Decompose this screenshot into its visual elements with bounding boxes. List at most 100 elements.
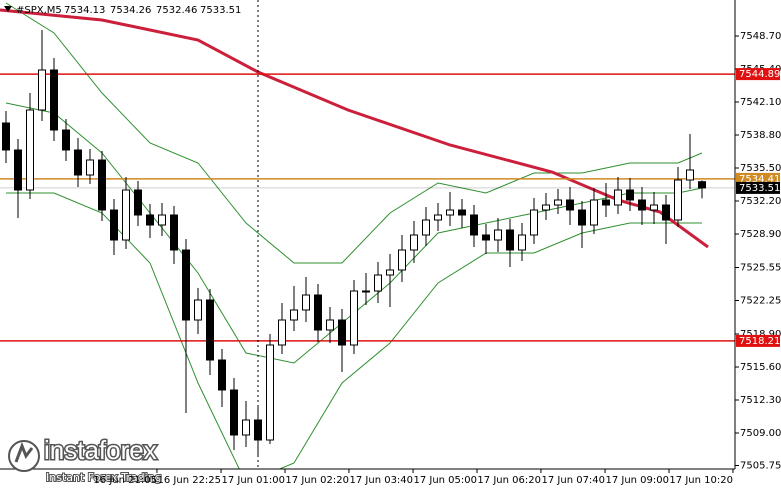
y-tick-label: 7538.80 [740,130,781,141]
candle-body [266,344,274,441]
level-tag [736,68,780,81]
candle-body [314,294,322,331]
candle-body [410,234,418,251]
candle-body [494,229,502,241]
candle-body [110,209,118,241]
candle-body [278,319,286,346]
candle-body [362,290,370,293]
ohlc-open: 7534.13 [64,5,105,16]
y-tick-label: 7528.90 [740,229,781,240]
y-tick-label: 7518.90 [740,329,781,340]
candle-body [230,389,238,436]
candle-body [458,209,466,216]
x-tick-label: 17 Jun 07:40 [542,475,606,486]
candle-body [86,159,94,176]
candle-body [122,189,130,241]
candle-body [182,249,190,321]
candle-body [14,149,22,191]
candle-body [350,290,358,346]
candle-body [578,209,586,226]
candle-body [698,181,706,189]
x-tick-label: 17 Jun 01:00 [221,475,285,486]
candle-body [530,209,538,236]
candle-body [242,419,250,436]
candle-body [542,204,550,211]
candle-body [38,69,46,111]
watermark: instaforex Instant Forex Trading [8,433,163,485]
candle-body [662,204,670,221]
candle-body [170,214,178,251]
candle-body [518,234,526,251]
candle-body [2,122,10,151]
candle-body [62,129,70,151]
plot-area [0,2,735,469]
y-tick-label: 7505.75 [740,461,781,472]
candle-body [326,319,334,331]
candle-body [26,109,34,191]
y-tick-label: 7515.60 [740,362,781,373]
ohlc-low: 7532.46 [156,5,197,16]
chart-title: #SPX,M5 [16,5,62,16]
candle-body [506,229,514,251]
candle-body [134,189,142,216]
level-label: 7533.51 [739,183,780,194]
tagline: Instant Forex Trading [46,471,162,484]
y-tick-label: 7509.00 [740,428,781,439]
y-tick-label: 7532.20 [740,196,781,207]
candle-body [98,159,106,211]
ohlc-high: 7534.26 [110,5,151,16]
candle-body [398,249,406,271]
candle-body [650,204,658,211]
candle-body [302,294,310,311]
candle-body [434,214,442,221]
logo-icon [8,440,40,472]
candle-body [290,309,298,321]
level-label: 7518.21 [739,336,780,347]
candle-body [218,359,226,391]
candle-body [338,319,346,346]
candle-body [386,269,394,276]
y-tick-label: 7522.25 [740,296,781,307]
candle-body [614,189,622,206]
candle-body [194,299,202,321]
x-tick-label: 17 Jun 06:20 [477,475,541,486]
y-tick-label: 7548.70 [740,31,781,42]
logo-mark [14,441,34,463]
level-label: 7534.41 [739,174,780,185]
candle-body [674,179,682,221]
candle-body [602,199,610,206]
x-tick-label: 17 Jun 09:00 [605,475,669,486]
x-tick-label: 16 Jun 22:25 [158,475,222,486]
y-tick-label: 7535.50 [740,163,781,174]
candle-body [422,219,430,236]
candle-body [482,234,490,241]
candle-body [566,199,574,211]
y-tick-label: 7525.55 [740,263,781,274]
candle-body [50,69,58,131]
level-label: 7544.89 [739,69,780,80]
candle-body [74,149,82,176]
y-tick-label: 7542.10 [740,97,781,108]
candle-body [446,209,454,216]
y-tick-label: 7512.30 [740,395,781,406]
ohlc-close: 7533.51 [200,5,241,16]
level-tag [736,181,780,194]
candle-body [470,214,478,236]
candle-body [638,199,646,211]
indicator-line [5,2,703,264]
brand: instaforex [44,435,157,465]
x-tick-label: 17 Jun 10:20 [669,475,733,486]
candle-body [158,214,166,226]
x-tick-label: 17 Jun 02:20 [285,475,349,486]
level-tag [736,334,780,347]
candle-body [686,169,694,181]
x-tick-label: 17 Jun 03:40 [350,475,414,486]
menu-icon [4,6,12,12]
candle-body [626,189,634,201]
candle-body [374,274,382,292]
candle-body [206,299,214,361]
x-tick-label: 17 Jun 05:00 [413,475,477,486]
x-tick-label: 16 Jun 21:05 [93,475,157,486]
